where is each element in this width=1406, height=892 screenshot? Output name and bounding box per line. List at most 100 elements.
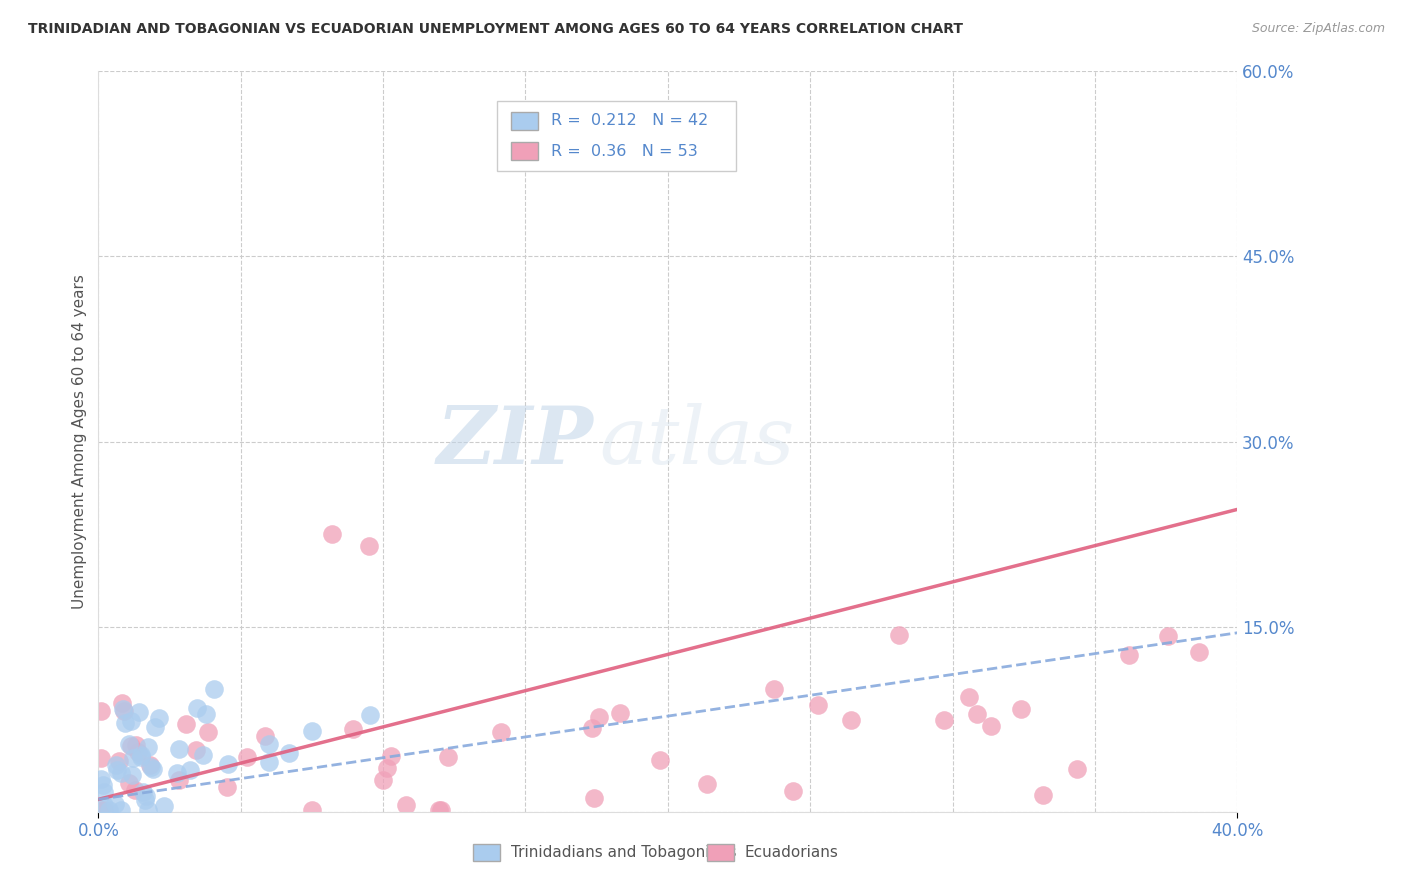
Point: [108, 754, 131, 768]
Point: [763, 682, 786, 697]
Point: [127, 745, 149, 759]
Point: [581, 722, 603, 736]
Point: [124, 782, 146, 797]
Point: [111, 702, 134, 716]
Point: [301, 724, 323, 739]
Point: [90, 751, 112, 765]
Text: R =  0.212   N = 42: R = 0.212 N = 42: [551, 113, 707, 128]
Point: [131, 747, 153, 762]
FancyBboxPatch shape: [510, 112, 538, 130]
Point: [253, 729, 276, 743]
Point: [179, 763, 201, 777]
Point: [650, 753, 672, 767]
Point: [588, 710, 610, 724]
Point: [120, 739, 142, 753]
Point: [93, 785, 115, 799]
Point: [957, 690, 980, 704]
Point: [841, 713, 863, 727]
Point: [609, 706, 631, 721]
Point: [1118, 648, 1140, 663]
Point: [1032, 788, 1054, 802]
Point: [373, 772, 395, 787]
Point: [186, 700, 208, 714]
Point: [380, 748, 402, 763]
Point: [104, 797, 127, 811]
Point: [152, 798, 174, 813]
Point: [121, 750, 143, 764]
Point: [932, 713, 955, 727]
Point: [90, 704, 112, 718]
Text: R =  0.36   N = 53: R = 0.36 N = 53: [551, 144, 697, 159]
Point: [105, 764, 128, 778]
Point: [129, 750, 152, 764]
Point: [132, 784, 155, 798]
Point: [980, 719, 1002, 733]
Point: [342, 722, 364, 736]
Point: [125, 738, 148, 752]
Point: [236, 750, 259, 764]
Point: [128, 705, 150, 719]
Point: [136, 740, 159, 755]
Point: [139, 757, 162, 772]
Point: [807, 698, 830, 712]
Point: [1010, 702, 1032, 716]
Point: [215, 780, 238, 795]
Point: [110, 804, 132, 818]
Point: [278, 746, 301, 760]
Point: [121, 768, 143, 782]
Point: [118, 737, 141, 751]
Point: [217, 757, 239, 772]
Text: TRINIDADIAN AND TOBAGONIAN VS ECUADORIAN UNEMPLOYMENT AMONG AGES 60 TO 64 YEARS : TRINIDADIAN AND TOBAGONIAN VS ECUADORIAN…: [28, 22, 963, 37]
Text: Ecuadorians: Ecuadorians: [744, 845, 838, 860]
Point: [191, 747, 214, 762]
Point: [167, 772, 190, 787]
Point: [104, 757, 127, 772]
Point: [1157, 629, 1180, 643]
Point: [90, 804, 112, 818]
Point: [427, 804, 450, 818]
Point: [93, 804, 115, 818]
Point: [1066, 762, 1088, 776]
Point: [1188, 645, 1211, 659]
Y-axis label: Unemployment Among Ages 60 to 64 years: Unemployment Among Ages 60 to 64 years: [72, 274, 87, 609]
Point: [112, 704, 135, 718]
Point: [97, 804, 120, 818]
Point: [321, 527, 343, 541]
Point: [134, 793, 156, 807]
Point: [135, 789, 157, 803]
Point: [259, 737, 281, 751]
Point: [583, 791, 606, 805]
Text: ZIP: ZIP: [437, 403, 593, 480]
FancyBboxPatch shape: [498, 101, 737, 171]
Point: [257, 755, 280, 769]
Point: [301, 804, 323, 818]
Point: [184, 742, 207, 756]
Text: Source: ZipAtlas.com: Source: ZipAtlas.com: [1251, 22, 1385, 36]
Point: [696, 777, 718, 791]
Point: [202, 682, 225, 697]
Text: Trinidadians and Tobagonians: Trinidadians and Tobagonians: [510, 845, 737, 860]
Point: [195, 706, 218, 721]
Point: [118, 776, 141, 790]
Point: [430, 804, 453, 818]
Point: [166, 765, 188, 780]
Text: atlas: atlas: [599, 403, 794, 480]
FancyBboxPatch shape: [472, 844, 501, 862]
Point: [142, 762, 165, 776]
FancyBboxPatch shape: [510, 143, 538, 161]
Point: [197, 724, 219, 739]
Point: [174, 717, 197, 731]
FancyBboxPatch shape: [707, 844, 734, 862]
Point: [93, 798, 115, 813]
Point: [110, 696, 132, 710]
Point: [966, 707, 988, 722]
Point: [120, 714, 142, 728]
Point: [357, 540, 380, 554]
Point: [375, 761, 398, 775]
Point: [359, 707, 381, 722]
Point: [143, 721, 166, 735]
Point: [110, 766, 132, 780]
Point: [91, 778, 114, 792]
Point: [395, 797, 418, 812]
Point: [136, 804, 159, 818]
